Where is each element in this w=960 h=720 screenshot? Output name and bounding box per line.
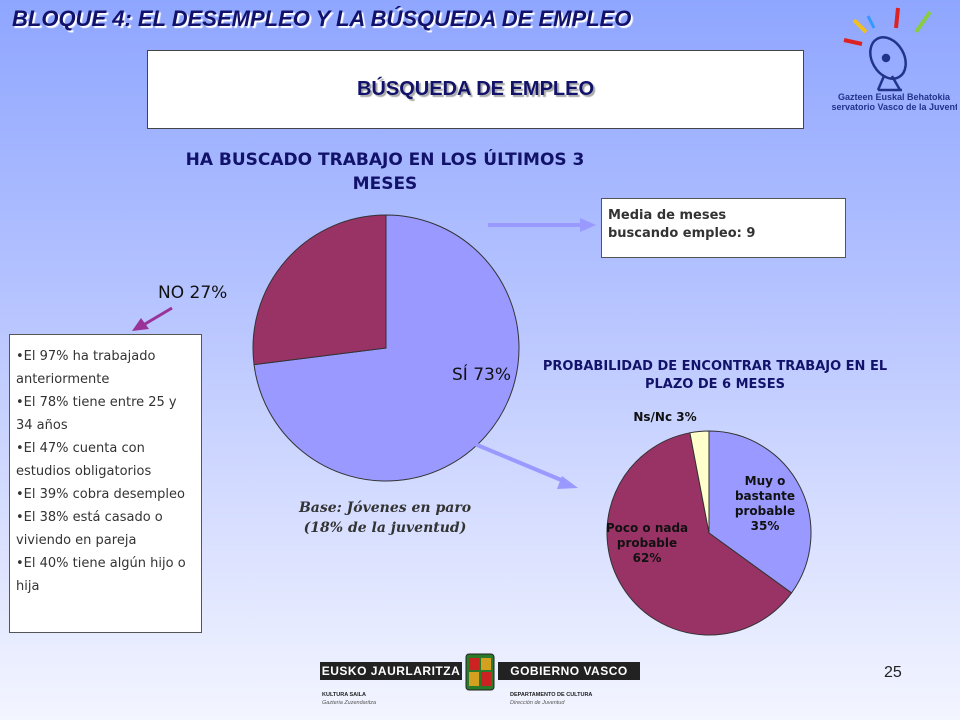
chart1-pie: SÍ 73% NO 27% <box>158 214 520 482</box>
gov-band-left <box>320 662 462 680</box>
logo-ray-green-icon <box>914 10 932 34</box>
chart1-title-line1: HA BUSCADO TRABAJO EN LOS ÚLTIMOS 3 <box>185 150 585 170</box>
chart2-pie: Muy o bastante probable 35% Poco o nada proba… <box>606 410 812 636</box>
profile-item: •El 78% tiene entre 25 y 34 años <box>16 395 177 433</box>
media-line1: Media de meses <box>608 208 727 223</box>
chart2-title: PROBABILIDAD DE ENCONTRAR TRABAJO EN EL … <box>520 358 910 394</box>
gov-left-sub2: Gazteria Zuzendaritza <box>322 700 376 706</box>
chart1-title-line2: MESES <box>352 174 418 194</box>
chart1-title: HA BUSCADO TRABAJO EN LOS ÚLTIMOS 3 MESE… <box>130 148 640 196</box>
base-note-line2: (18% de la juventud) <box>303 520 467 536</box>
satellite-dish-icon <box>869 36 907 92</box>
gov-right-sub2: Dirección de Juventud <box>510 700 565 706</box>
pie1-label-si: SÍ 73% <box>452 363 511 385</box>
logo-line1: Gazteen Euskal Behatokia <box>838 92 951 102</box>
gov-right-sub1: DEPARTAMENTO DE CULTURA <box>510 692 592 698</box>
arrow-to-profile-icon <box>132 306 173 331</box>
logo-ray-yellow-icon <box>852 18 868 34</box>
profile-item: •El 39% cobra desempleo <box>16 487 185 502</box>
profile-box: •El 97% ha trabajado anteriormente •El 7… <box>9 334 202 633</box>
media-months-box: Media de meses buscando empleo: 9 <box>601 198 846 258</box>
logo-ray-blue-icon <box>866 15 876 29</box>
page-number: 25 <box>884 664 902 681</box>
section-subtitle: BÚSQUEDA DE EMPLEO <box>356 78 595 100</box>
observatorio-logo: Gazteen Euskal Behatokia Observatorio Va… <box>832 7 957 112</box>
gov-left-sub1: KULTURA SAILA <box>322 692 366 698</box>
chart2-title-line1: PROBABILIDAD DE ENCONTRAR TRABAJO EN EL <box>542 359 888 374</box>
pie2-label-poco: Poco o nada probable 62% <box>606 521 688 565</box>
logo-line2: Observatorio Vasco de la Juventud <box>832 102 957 112</box>
pie2-slice-probable <box>708 430 812 594</box>
profile-item: •El 40% tiene algún hijo o hija <box>16 556 186 594</box>
pie2-label-probable: Muy o bastante probable 35% <box>735 474 795 533</box>
gobierno-vasco-logo: EUSKO JAURLARITZA GOBIERNO VASCO KULTURA… <box>320 653 640 706</box>
gov-right-band-text: GOBIERNO VASCO <box>510 664 627 678</box>
pie2-slice-poco <box>606 432 793 636</box>
gov-left-band-text: EUSKO JAURLARITZA <box>322 664 461 678</box>
profile-item: •El 47% cuenta con estudios obligatorios <box>16 441 152 479</box>
base-note: Base: Jóvenes en paro (18% de la juventu… <box>250 498 520 538</box>
subtitle-box: BÚSQUEDA DE EMPLEO <box>147 50 804 129</box>
profile-item: •El 38% está casado o viviendo en pareja <box>16 510 163 548</box>
slide-title: BLOQUE 4: EL DESEMPLEO Y LA BÚSQUEDA DE … <box>12 6 632 31</box>
pie1-label-no: NO 27% <box>158 283 227 303</box>
pie2-slice-nsnc <box>689 430 710 534</box>
logo-ray-red2-icon <box>894 7 900 29</box>
gov-band-right <box>498 662 640 680</box>
pie1-slice-no <box>252 214 387 366</box>
profile-item: •El 97% ha trabajado anteriormente <box>16 349 156 387</box>
chart2-title-line2: PLAZO DE 6 MESES <box>644 377 786 392</box>
logo-ray-red-icon <box>843 38 863 46</box>
coat-of-arms-icon <box>465 653 495 691</box>
pie2-label-nsnc: Ns/Nc 3% <box>633 410 696 424</box>
base-note-line1: Base: Jóvenes en paro <box>298 500 472 516</box>
media-line2: buscando empleo: 9 <box>608 226 756 241</box>
